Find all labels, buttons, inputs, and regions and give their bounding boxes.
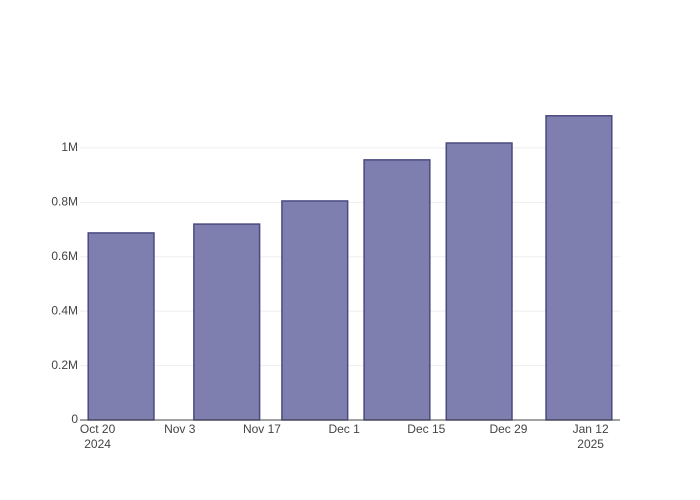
x-tick-label: Dec 1 bbox=[328, 422, 360, 436]
bar bbox=[193, 223, 261, 421]
y-tick-label: 0.2M bbox=[51, 358, 78, 372]
y-tick-label: 1M bbox=[61, 140, 78, 154]
y-tick-label: 0.8M bbox=[51, 194, 78, 208]
bar bbox=[545, 115, 613, 421]
x-tick-label: Dec 29 bbox=[489, 422, 528, 436]
bar bbox=[281, 200, 349, 421]
bar bbox=[445, 142, 513, 421]
x-tick-label: Dec 15 bbox=[407, 422, 446, 436]
x-tick-label: Oct 20 2024 bbox=[79, 422, 116, 451]
y-tick-label: 0 bbox=[71, 412, 78, 426]
bar bbox=[363, 159, 431, 421]
x-tick-label: Nov 17 bbox=[242, 422, 281, 436]
bar bbox=[87, 232, 155, 421]
y-tick-label: 0.4M bbox=[51, 303, 78, 317]
x-tick-label: Jan 12 2025 bbox=[572, 422, 609, 451]
grid bbox=[80, 147, 620, 367]
x-tick-label: Nov 3 bbox=[164, 422, 196, 436]
y-tick-label: 0.6M bbox=[51, 249, 78, 263]
